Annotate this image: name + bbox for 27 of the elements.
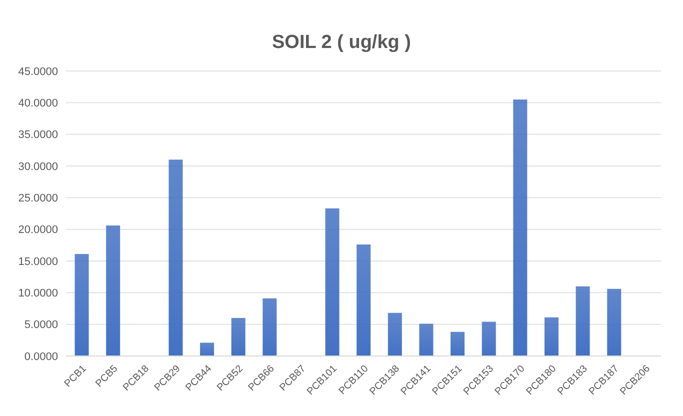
chart-title: SOIL 2 ( ug/kg ) xyxy=(271,31,412,55)
bar xyxy=(168,160,183,356)
y-tick-label: 10.0000 xyxy=(18,288,58,300)
y-tick-label: 20.0000 xyxy=(18,224,58,236)
y-tick-label: 40.0000 xyxy=(18,98,58,110)
bar xyxy=(450,332,465,356)
y-tick-label: 45.0000 xyxy=(18,66,58,78)
bar xyxy=(356,244,371,356)
bar xyxy=(231,318,246,356)
y-tick-label: 30.0000 xyxy=(18,160,58,173)
y-tick-label: 15.0000 xyxy=(18,256,58,268)
bar xyxy=(482,322,496,356)
bar xyxy=(513,100,528,356)
y-tick-label: 0.0000 xyxy=(24,350,58,363)
bar xyxy=(419,324,434,356)
bar xyxy=(388,312,402,356)
y-tick-label: 25.0000 xyxy=(18,192,58,205)
bar xyxy=(200,342,214,356)
bar xyxy=(544,317,559,356)
bar xyxy=(325,208,340,356)
bar xyxy=(607,288,622,356)
bar xyxy=(74,254,89,356)
bar xyxy=(106,226,120,356)
y-tick-label: 35.0000 xyxy=(18,129,58,142)
bar xyxy=(576,286,590,356)
bar xyxy=(262,298,277,356)
y-tick-label: 5.0000 xyxy=(24,319,58,332)
